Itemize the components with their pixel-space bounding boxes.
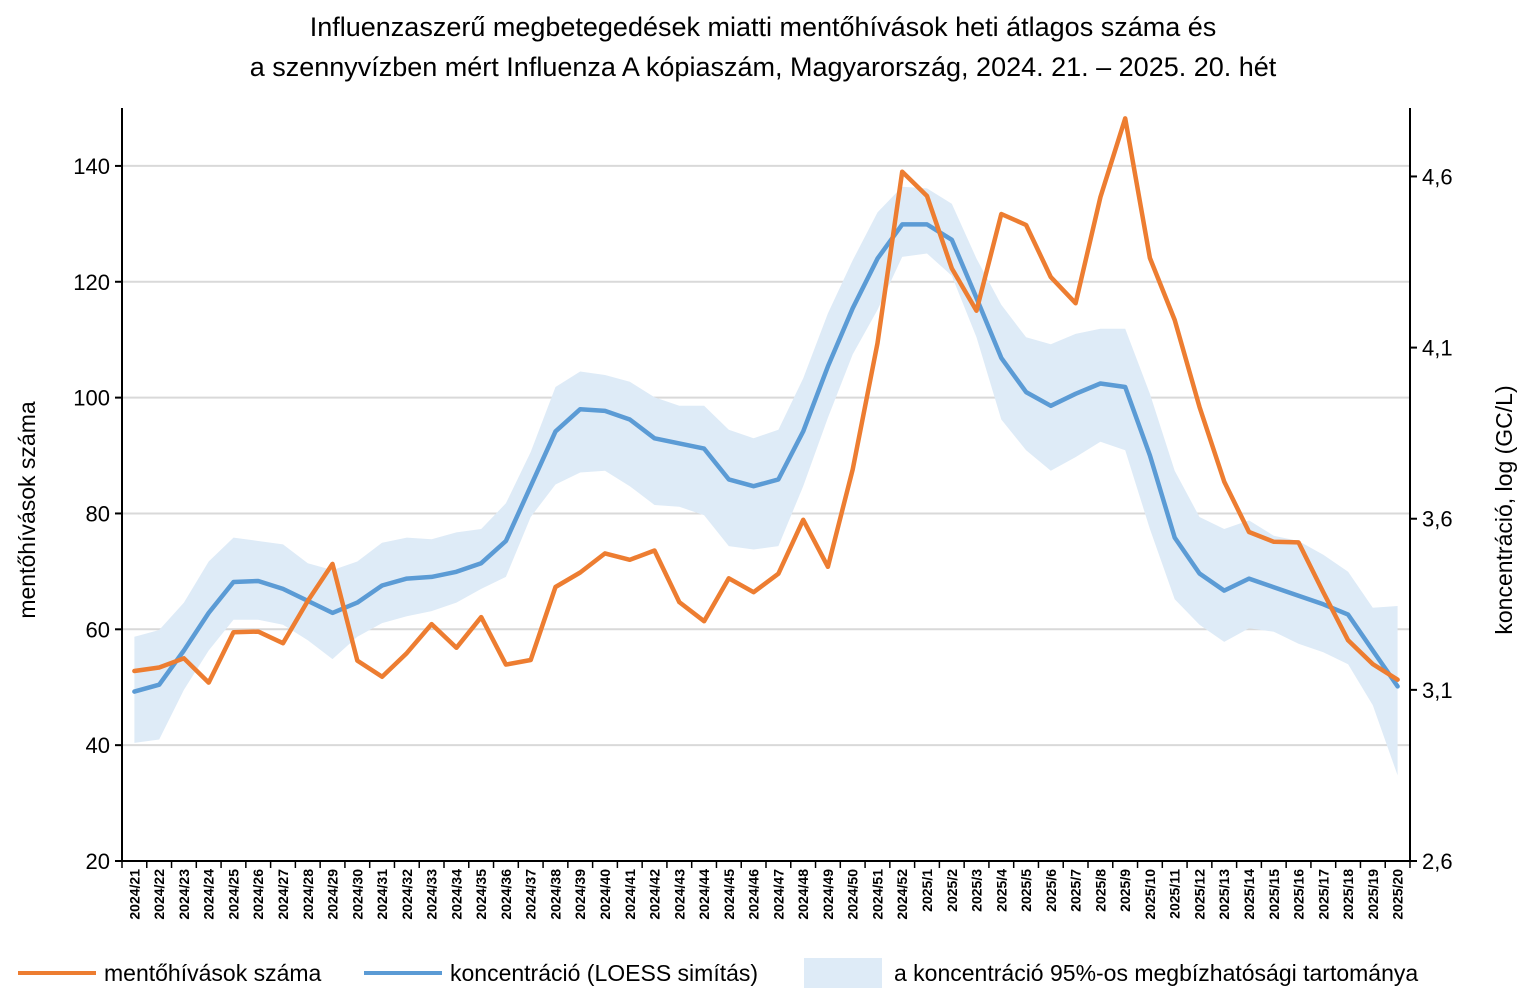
y-right-tick-label: 2,6 [1422, 849, 1453, 874]
x-tick-label: 2024/40 [597, 869, 613, 920]
y-axis-left-label: mentőhívások száma [14, 401, 40, 619]
x-tick-label: 2025/2 [944, 869, 960, 912]
legend-swatch-concentration [364, 971, 442, 975]
x-tick-label: 2024/24 [201, 869, 217, 920]
y-left-tick-label: 40 [86, 733, 110, 758]
chart-title-line-2: a szennyvízben mért Influenza A kópiaszá… [249, 52, 1277, 82]
y-right-tick-label: 3,6 [1422, 507, 1453, 532]
x-tick-label: 2024/44 [696, 869, 712, 920]
x-tick-label: 2025/8 [1092, 869, 1108, 912]
legend-swatch-band [804, 958, 882, 988]
y-left-tick-label: 80 [86, 501, 110, 526]
x-tick-label: 2025/6 [1043, 869, 1059, 912]
x-tick-label: 2024/50 [845, 869, 861, 920]
x-tick-label: 2024/32 [399, 869, 415, 920]
x-tick-label: 2024/39 [572, 869, 588, 920]
series-lines [132, 116, 1400, 694]
x-tick-label: 2024/48 [795, 869, 811, 920]
x-tick-label: 2025/1 [919, 869, 935, 912]
x-tick-label: 2024/26 [250, 869, 266, 920]
x-tick-label: 2024/23 [176, 869, 192, 920]
legend-label-concentration: koncentráció (LOESS simítás) [450, 959, 759, 986]
y-left-tick-label: 140 [73, 154, 110, 179]
x-tick-label: 2024/27 [275, 869, 291, 920]
x-tick-label: 2024/41 [622, 869, 638, 920]
x-tick-label: 2025/14 [1241, 869, 1257, 920]
legend-label-calls: mentőhívások száma [104, 959, 322, 986]
legend: mentőhívások száma koncentráció (LOESS s… [0, 955, 1526, 991]
x-tick-label: 2025/10 [1142, 869, 1158, 920]
x-tick-label: 2025/17 [1315, 869, 1331, 920]
x-tick-label: 2025/20 [1390, 869, 1406, 920]
x-tick-label: 2024/51 [870, 869, 886, 920]
x-tick-label: 2025/19 [1365, 869, 1381, 920]
y-left-tick-label: 120 [73, 270, 110, 295]
y-right-tick-label: 4,6 [1422, 164, 1453, 189]
x-tick-label: 2024/38 [548, 869, 564, 920]
x-tick-label: 2024/29 [325, 869, 341, 920]
x-tick-label: 2024/46 [746, 869, 762, 920]
x-tick-label: 2024/42 [647, 869, 663, 920]
y-left-tick-label: 20 [86, 849, 110, 874]
x-tick-label: 2024/35 [473, 869, 489, 920]
y-right-tick-label: 4,1 [1422, 336, 1453, 361]
x-tick-label: 2024/28 [300, 869, 316, 920]
legend-swatch-calls [18, 971, 96, 975]
x-tick-label: 2024/22 [151, 869, 167, 920]
y-axis-right-label: koncentráció, log (GC/L) [1491, 385, 1517, 634]
x-tick-label: 2024/52 [894, 869, 910, 920]
x-tick-label: 2025/16 [1291, 869, 1307, 920]
axes [115, 108, 1417, 868]
x-tick-label: 2024/45 [721, 869, 737, 920]
x-tick-label: 2025/9 [1117, 869, 1133, 912]
x-tick-label: 2024/37 [523, 869, 539, 920]
chart-title-line-1: Influenzaszerű megbetegedések miatti men… [309, 12, 1217, 42]
legend-item-calls: mentőhívások száma [18, 955, 321, 991]
x-tick-label: 2025/7 [1068, 869, 1084, 912]
x-tick-label: 2025/5 [1018, 869, 1034, 912]
legend-item-concentration: koncentráció (LOESS simítás) [364, 955, 758, 991]
x-tick-label: 2024/47 [770, 869, 786, 920]
x-tick-label: 2024/30 [349, 869, 365, 920]
legend-item-band: a koncentráció 95%-os megbízhatósági tar… [804, 955, 1418, 991]
x-tick-label: 2025/18 [1340, 869, 1356, 920]
x-tick-label: 2024/21 [126, 869, 142, 920]
x-tick-label: 2024/36 [498, 869, 514, 920]
y-right-tick-label: 3,1 [1422, 678, 1453, 703]
y-left-tick-label: 100 [73, 386, 110, 411]
x-tick-label: 2025/11 [1167, 869, 1183, 919]
x-tick-label: 2025/4 [993, 869, 1009, 912]
x-tick-label: 2024/33 [424, 869, 440, 920]
x-tick-label: 2024/34 [448, 869, 464, 920]
legend-label-band: a koncentráció 95%-os megbízhatósági tar… [894, 959, 1419, 986]
x-tick-label: 2024/43 [671, 869, 687, 920]
tick-labels: 20 40 60 80 100 120 140 2,6 3,1 3,6 4,1 4,6 2024/21 2… [73, 154, 1452, 920]
x-tick-label: 2024/31 [374, 869, 390, 920]
calls-line [132, 116, 1400, 685]
x-tick-label: 2024/49 [820, 869, 836, 920]
x-tick-label: 2025/3 [969, 869, 985, 912]
x-tick-label: 2025/12 [1192, 869, 1208, 920]
chart-plot: 20 40 60 80 100 120 140 2,6 3,1 3,6 4,1 4,6 2024/21 2… [14, 108, 1517, 920]
y-left-tick-label: 60 [86, 617, 110, 642]
x-tick-label: 2024/25 [226, 869, 242, 920]
x-tick-label: 2025/15 [1266, 869, 1282, 920]
x-tick-label: 2025/13 [1216, 869, 1232, 920]
